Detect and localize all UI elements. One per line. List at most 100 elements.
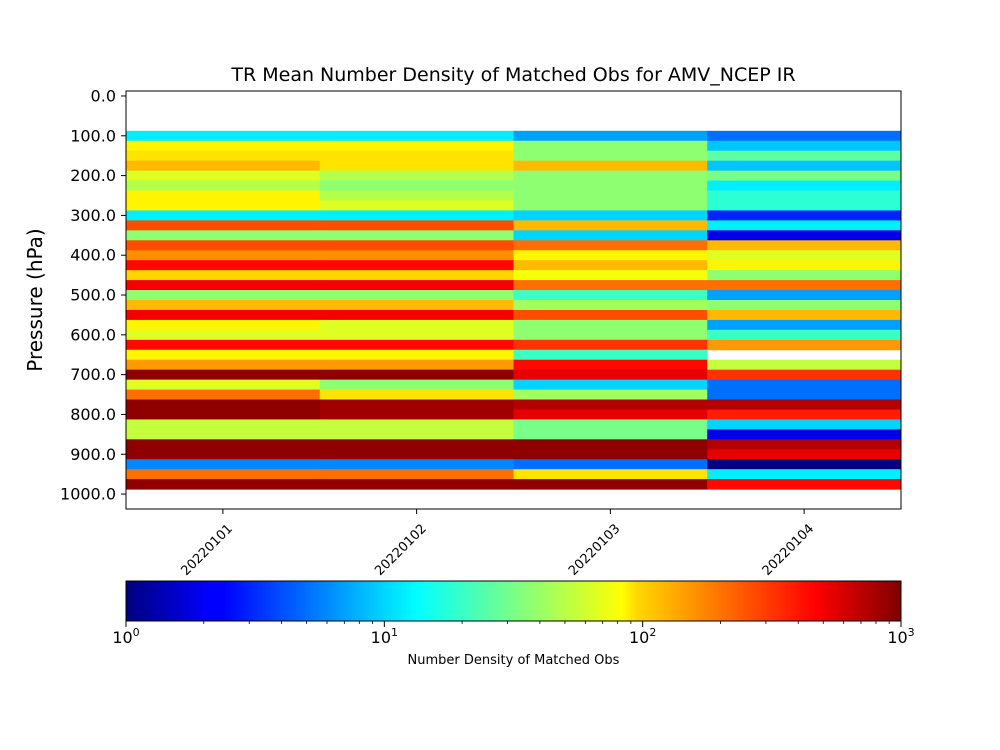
heatmap-cell: [126, 439, 321, 450]
y-tick-label: 100.0: [70, 126, 116, 145]
heatmap-cell: [319, 260, 514, 271]
heatmap-cell: [126, 290, 321, 301]
heatmap-cell: [126, 409, 321, 420]
y-tick-label: 1000.0: [60, 485, 116, 504]
heatmap-cell: [707, 190, 902, 201]
heatmap-cell: [319, 349, 514, 361]
heatmap-cell: [707, 260, 902, 271]
x-tick-label: 20220103: [566, 521, 623, 578]
plot-frame: [125, 90, 902, 510]
heatmap-cell: [707, 290, 902, 301]
y-tick-label: 600.0: [70, 325, 116, 344]
heatmap-cell: [513, 449, 708, 460]
y-tick-label: 300.0: [70, 206, 116, 225]
heatmap-cell: [707, 130, 902, 142]
heatmap-cell: [319, 220, 514, 231]
heatmap-cell: [707, 210, 902, 221]
heatmap-cell: [513, 369, 708, 381]
heatmap-cell: [513, 389, 708, 401]
y-tick-label: 900.0: [70, 445, 116, 464]
heatmap-cell: [707, 449, 902, 460]
heatmap-cell: [707, 270, 902, 281]
heatmap-cell: [126, 309, 321, 321]
heatmap-cell: [513, 359, 708, 371]
x-tick-label: 20220104: [760, 521, 817, 578]
heatmap-cell: [319, 190, 514, 201]
heatmap-cell: [707, 150, 902, 162]
heatmap-cell: [319, 429, 514, 440]
heatmap-cell: [126, 270, 321, 281]
heatmap-cell: [513, 329, 708, 341]
heatmap-cell: [707, 300, 902, 311]
heatmap-cell: [126, 260, 321, 271]
heatmap-cell: [707, 399, 902, 410]
heatmap-cell: [126, 230, 321, 241]
heatmap-cell: [126, 200, 321, 211]
heatmap-cell: [707, 359, 902, 371]
heatmap-cell: [513, 379, 708, 391]
heatmap-cell: [319, 339, 514, 351]
heatmap-cell: [513, 200, 708, 211]
heatmap-cell: [319, 379, 514, 391]
y-tick-label: 0.0: [91, 86, 116, 105]
heatmap-cell: [126, 300, 321, 311]
heatmap-cell: [319, 280, 514, 291]
heatmap-cell: [319, 409, 514, 420]
chart-title: TR Mean Number Density of Matched Obs fo…: [231, 64, 796, 86]
heatmap-cell: [319, 140, 514, 152]
y-tick-label: 500.0: [70, 286, 116, 305]
heatmap-cell: [126, 190, 321, 201]
y-tick-label: 200.0: [70, 166, 116, 185]
heatmap-cell: [126, 349, 321, 361]
heatmap-cell: [126, 160, 321, 172]
heatmap-cell: [707, 230, 902, 241]
heatmap-cell: [707, 469, 902, 480]
heatmap-cell: [513, 140, 708, 152]
heatmap-cell: [707, 479, 902, 490]
colorbar-tick-label: 102: [629, 626, 656, 647]
colorbar-tick-label: 100: [112, 626, 139, 647]
heatmap-cell: [707, 309, 902, 321]
heatmap-cell: [319, 329, 514, 341]
heatmap-cell: [513, 160, 708, 172]
heatmap-cell: [707, 240, 902, 251]
heatmap-cell: [707, 389, 902, 401]
heatmap-cell: [513, 240, 708, 251]
heatmap-cell: [126, 359, 321, 371]
heatmap-cell: [319, 459, 514, 470]
heatmap-cell: [707, 329, 902, 341]
heatmap-cell: [126, 479, 321, 490]
heatmap-cell: [126, 339, 321, 351]
heatmap-cells: [126, 130, 902, 490]
heatmap-cell: [319, 230, 514, 241]
heatmap-cell: [319, 150, 514, 162]
heatmap-cell: [126, 220, 321, 231]
y-tick-label: 400.0: [70, 246, 116, 265]
colorbar-tick-label: 103: [887, 626, 914, 647]
heatmap-cell: [707, 339, 902, 351]
heatmap-cell: [319, 399, 514, 410]
heatmap-cell: [126, 240, 321, 251]
heatmap-cell: [513, 270, 708, 281]
heatmap-cell: [513, 439, 708, 450]
heatmap-cell: [319, 300, 514, 311]
heatmap-cell: [707, 180, 902, 192]
heatmap-cell: [707, 439, 902, 450]
heatmap-cell: [319, 200, 514, 211]
heatmap-cell: [126, 469, 321, 480]
heatmap-cell: [319, 479, 514, 490]
heatmap-cell: [126, 180, 321, 192]
heatmap-cell: [513, 290, 708, 301]
heatmap-cell: [126, 170, 321, 182]
heatmap-cell: [707, 200, 902, 211]
heatmap-cell: [707, 140, 902, 152]
heatmap-cell: [513, 180, 708, 192]
heatmap-cell: [707, 429, 902, 440]
heatmap-cell: [513, 210, 708, 221]
heatmap-cell: [707, 459, 902, 470]
heatmap-cell: [513, 419, 708, 430]
heatmap-cell: [319, 240, 514, 251]
heatmap-cell: [513, 260, 708, 271]
heatmap-cell: [319, 449, 514, 460]
heatmap-cell: [513, 190, 708, 201]
